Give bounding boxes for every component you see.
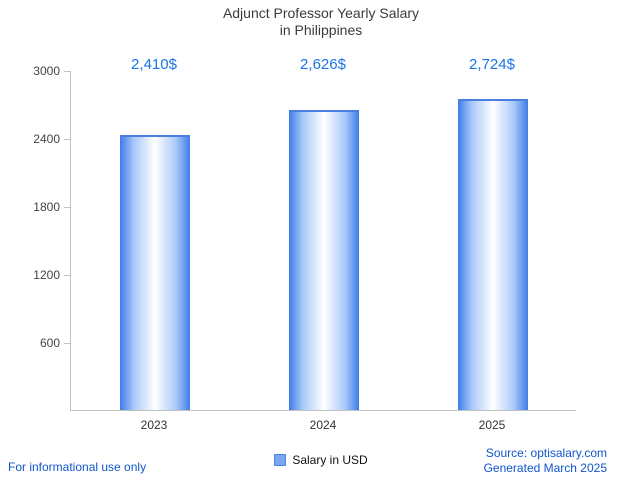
value-label-2024: 2,626$	[300, 56, 346, 73]
y-tick-label-1200: 1200	[33, 268, 60, 282]
bar-2024[interactable]	[289, 110, 359, 410]
y-tick-label-1800: 1800	[33, 200, 60, 214]
chart-title-line2: in Philippines	[279, 22, 363, 38]
y-tick-label-2400: 2400	[33, 132, 60, 146]
value-labels-layer: 2,410$ 2,626$ 2,724$	[70, 56, 575, 76]
x-tick-label-2023: 2023	[140, 418, 168, 432]
x-tick-label-2024: 2024	[309, 418, 337, 432]
generated-date: Generated March 2025	[483, 461, 607, 475]
bar-2023[interactable]	[120, 135, 190, 410]
y-tick-label-600: 600	[39, 336, 60, 350]
x-tick-label-2025: 2025	[478, 418, 506, 432]
legend-swatch-icon	[274, 454, 287, 466]
disclaimer-text: For informational use only	[8, 460, 147, 474]
legend: Salary in USD	[0, 453, 642, 467]
source-block: Source: optisalary.com Generated March 2…	[484, 446, 607, 476]
bar-2025[interactable]	[458, 99, 528, 410]
y-tick-mark-600	[64, 343, 70, 344]
y-tick-mark-2400	[64, 139, 70, 140]
source-link[interactable]: Source: optisalary.com	[485, 446, 607, 460]
y-tick-mark-1800	[64, 207, 70, 208]
legend-label: Salary in USD	[292, 453, 368, 467]
chart-title: Adjunct Professor Yearly Salary in Phili…	[0, 5, 642, 39]
y-tick-mark-3000	[64, 71, 70, 72]
value-label-2025: 2,724$	[469, 56, 515, 73]
value-label-2023: 2,410$	[131, 56, 177, 73]
plot-area	[70, 71, 576, 411]
chart-title-line1: Adjunct Professor Yearly Salary	[222, 5, 420, 21]
x-axis-labels: 2023 2024 2025	[70, 418, 575, 434]
y-tick-mark-1200	[64, 275, 70, 276]
y-tick-label-3000: 3000	[33, 64, 60, 78]
